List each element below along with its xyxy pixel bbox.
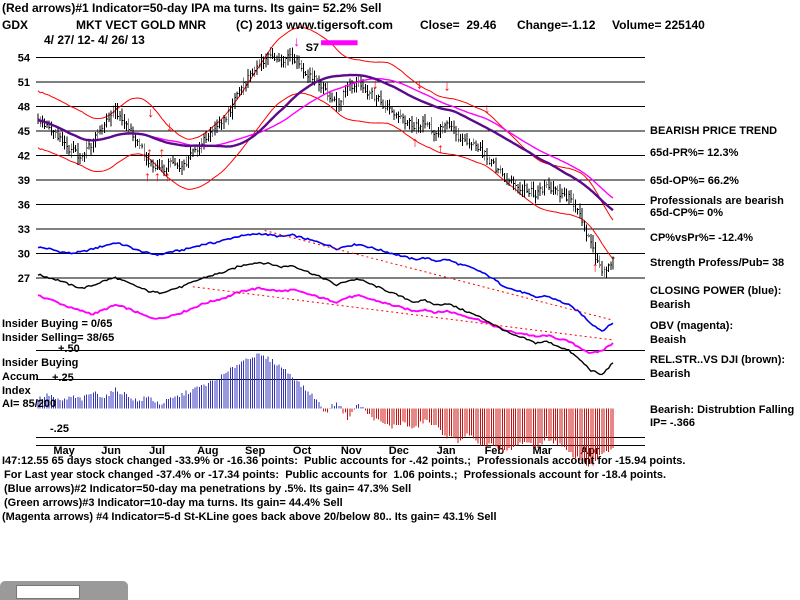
svg-text:45: 45 — [18, 126, 30, 138]
svg-text:↓: ↓ — [483, 100, 490, 116]
footer-green-arrows: (Green arrows)#3 Indicator=10-day ma tur… — [4, 497, 343, 509]
closing-power-state: Bearish — [650, 299, 691, 311]
footer-65day-summary: I47:12.55 65 days stock changed -33.9% o… — [2, 455, 686, 467]
svg-text:↓: ↓ — [444, 77, 451, 93]
professionals-note: Professionals are bearish — [650, 195, 784, 207]
ai-value: AI= 85/200 — [2, 398, 57, 410]
accum-tick-m25: -.25 — [50, 423, 69, 435]
svg-text:Jul: Jul — [149, 445, 165, 457]
svg-text:27: 27 — [18, 273, 30, 285]
op-percent: 65d-OP%= 66.2% — [650, 175, 739, 187]
svg-text:↑: ↑ — [158, 144, 165, 160]
svg-text:↑: ↑ — [154, 168, 161, 184]
svg-text:↓: ↓ — [372, 76, 379, 92]
signal-arrows-layer: ↓↓↑ ↑↑ ↑ ↑↓↓ ↓ ↓↑ ↑↓↑S7 — [144, 33, 599, 274]
svg-text:↓: ↓ — [166, 118, 173, 134]
footer-magenta-arrows: (Magenta arrows) #4 Indicator=5-d St-KLi… — [2, 511, 497, 523]
svg-text:51: 51 — [18, 77, 30, 89]
accum-tick-p25: +.25 — [52, 372, 74, 384]
svg-text:Aug: Aug — [197, 445, 218, 457]
indicator-lines-layer — [37, 230, 614, 376]
change-value: Change=-1.12 — [517, 18, 596, 32]
close-value: Close= 29.46 — [420, 18, 497, 32]
instrument-name: MKT VECT GOLD MNR — [76, 18, 206, 32]
copyright-text: (C) 2013 www.tigersoft.com — [236, 18, 393, 32]
grid-layer: 54 51 48 45 42 39 36 33 30 27 — [18, 53, 645, 446]
footer-year-summary: For Last year stock changed -37.4% or -1… — [4, 469, 666, 481]
date-range: 4/ 27/ 12- 4/ 26/ 13 — [44, 33, 145, 47]
svg-text:↓: ↓ — [293, 33, 300, 49]
obv-title: OBV (magenta): — [650, 320, 734, 332]
svg-text:36: 36 — [18, 200, 30, 212]
accum-label-1: Insider Buying — [2, 357, 79, 369]
svg-text:↓: ↓ — [147, 104, 154, 120]
svg-text:Nov: Nov — [341, 445, 363, 457]
svg-text:↑: ↑ — [144, 168, 151, 184]
cp-percent: 65d-CP%= 0% — [650, 207, 724, 219]
footer-blue-arrows: (Blue arrows)#2 Indicator=50-day ma pene… — [4, 483, 412, 495]
accum-tick-p50: +.50 — [58, 343, 80, 355]
distribution-note: Bearish: Distrubtion Falling — [650, 404, 795, 416]
svg-text:↓: ↓ — [416, 76, 423, 92]
svg-text:48: 48 — [18, 102, 30, 114]
relstr-state: Bearish — [650, 368, 691, 380]
insider-selling-count: Insider Selling= 38/65 — [2, 332, 115, 344]
relstr-title: REL.STR..VS DJI (brown): — [650, 354, 786, 366]
svg-text:Jan: Jan — [437, 445, 456, 457]
svg-text:↑: ↑ — [412, 134, 419, 150]
svg-text:Jun: Jun — [101, 445, 121, 457]
svg-text:54: 54 — [18, 53, 31, 65]
svg-text:↑: ↑ — [146, 144, 153, 160]
scrollbar-thumb[interactable] — [16, 585, 80, 599]
svg-text:Oct: Oct — [293, 445, 312, 457]
svg-text:↑: ↑ — [592, 259, 599, 275]
insider-buying-count: Insider Buying = 0/65 — [2, 318, 113, 330]
obv-state: Beaish — [650, 334, 687, 346]
svg-text:33: 33 — [18, 224, 30, 236]
svg-text:42: 42 — [18, 151, 30, 163]
accum-label-3: Index — [2, 385, 31, 397]
strength-ratio: Strength Profess/Pub= 38 — [650, 257, 785, 269]
svg-text:↑: ↑ — [164, 168, 171, 184]
svg-text:Feb: Feb — [485, 445, 505, 457]
volume-value: Volume= 225140 — [612, 18, 705, 32]
ticker-symbol: GDX — [2, 18, 29, 32]
svg-text:Dec: Dec — [389, 445, 409, 457]
scrollbar-fragment[interactable] — [0, 581, 128, 600]
ip-value: IP= -.366 — [650, 417, 695, 429]
accum-label-2: Accum — [2, 371, 39, 383]
signal-summary-red-arrows: (Red arrows)#1 Indicator=50-day IPA ma t… — [2, 1, 382, 15]
svg-text:↑: ↑ — [437, 140, 444, 156]
svg-text:30: 30 — [18, 249, 30, 261]
svg-text:May: May — [53, 445, 75, 457]
trend-title: BEARISH PRICE TREND — [650, 125, 778, 137]
svg-text:Sep: Sep — [245, 445, 265, 457]
closing-power-title: CLOSING POWER (blue): — [650, 285, 782, 297]
accum-histogram-layer — [37, 353, 614, 467]
svg-text:S7: S7 — [306, 42, 319, 54]
candles-layer — [37, 26, 615, 278]
pr-percent: 65d-PR%= 12.3% — [650, 147, 739, 159]
cp-vs-pr: CP%vsPr%= -12.4% — [650, 232, 754, 244]
svg-text:39: 39 — [18, 175, 30, 187]
